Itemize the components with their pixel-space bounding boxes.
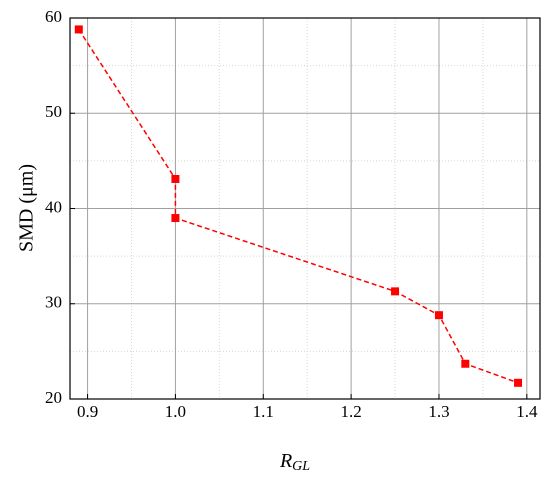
y-tick-label: 60	[45, 7, 62, 26]
x-axis-label-subscript: GL	[292, 459, 310, 474]
x-axis-label-main: R	[279, 450, 292, 472]
x-tick-label: 0.9	[77, 402, 98, 421]
plot-frame	[69, 17, 541, 400]
marker	[391, 287, 400, 296]
x-tick-label: 1.3	[428, 402, 449, 421]
marker	[171, 214, 180, 223]
y-tick-label: 40	[45, 197, 62, 216]
y-tick-label: 20	[45, 388, 62, 407]
marker	[514, 378, 523, 387]
x-tick-label: 1.2	[340, 402, 361, 421]
marker	[461, 359, 470, 368]
x-tick-label: 1.0	[165, 402, 186, 421]
line	[78, 29, 519, 384]
x-tick-label: 1.1	[253, 402, 274, 421]
x-tick-label: 1.4	[516, 402, 538, 421]
y-tick-label: 30	[45, 293, 62, 312]
marker	[74, 25, 83, 34]
marker	[434, 311, 443, 320]
x-axis-label: RGL	[279, 450, 310, 475]
y-axis-label: SMD (μm)	[16, 164, 38, 252]
marker	[171, 174, 180, 183]
y-tick-label: 50	[45, 102, 62, 121]
